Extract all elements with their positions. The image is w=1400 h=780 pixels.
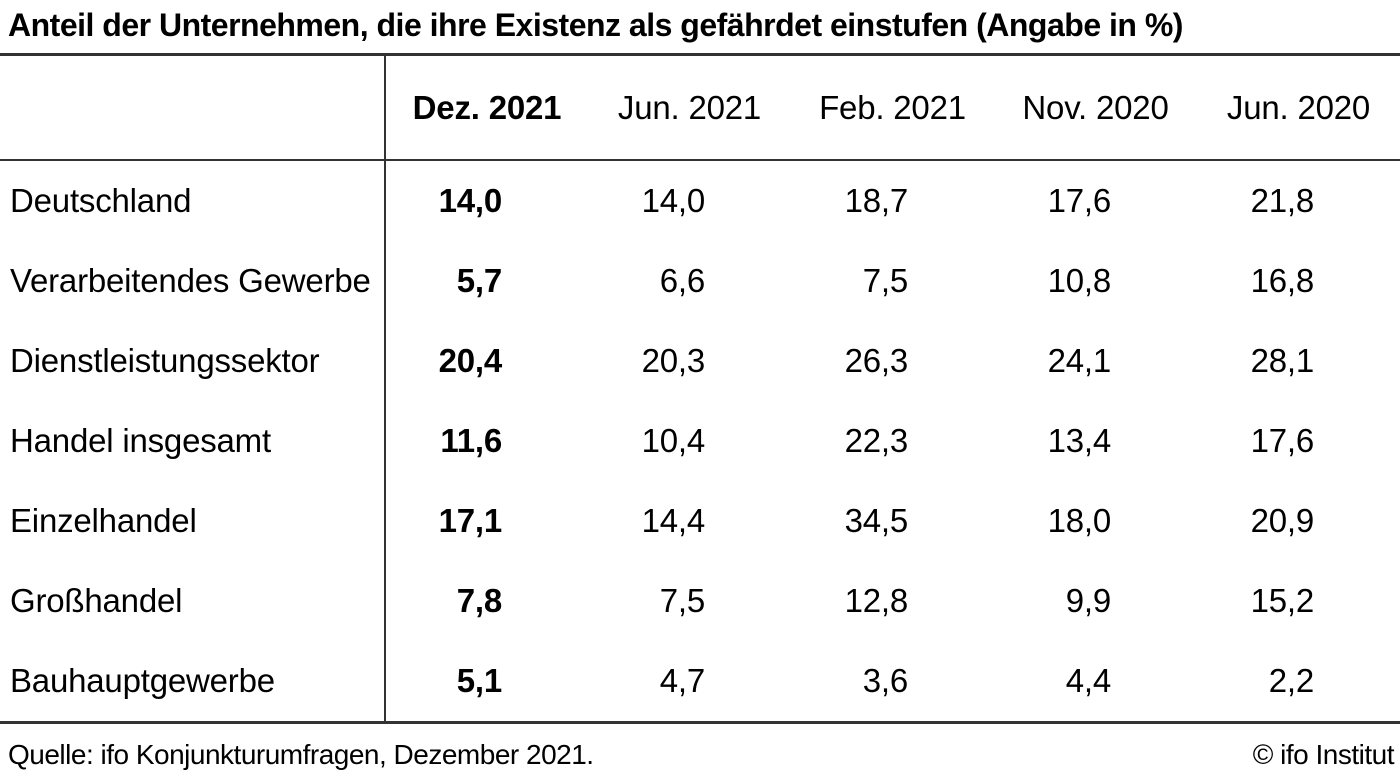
- value-cell: 20,4: [438, 342, 503, 379]
- value-cell: 18,7: [844, 182, 909, 219]
- column-header-feb-2021: Feb. 2021: [791, 56, 994, 161]
- row-label: Großhandel: [0, 561, 386, 641]
- value-cell: 14,4: [641, 502, 706, 539]
- value-cell: 15,2: [1250, 582, 1315, 619]
- value-cell: 3,6: [791, 641, 994, 724]
- value-cell: 17,6: [1250, 422, 1315, 459]
- table-row: Handel insgesamt 11,6 10,4 22,3 13,4 17,…: [0, 401, 1400, 481]
- table-row: Verarbeitendes Gewerbe 5,7 6,6 7,5 10,8 …: [0, 241, 1400, 321]
- value-cell: 7,5: [659, 582, 705, 619]
- row-label: Deutschland: [0, 160, 386, 241]
- value-cell: 6,6: [659, 262, 705, 299]
- table-body: Deutschland 14,0 14,0 18,7 17,6 21,8 Ver…: [0, 160, 1400, 724]
- value-cell: 16,8: [1250, 262, 1315, 299]
- value-cell: 28,1: [1250, 342, 1315, 379]
- value-cell: 17,1: [438, 502, 503, 539]
- value-cell: 18,0: [1047, 502, 1112, 539]
- value-cell: 5,7: [456, 262, 502, 299]
- column-header-dez-2021: Dez. 2021: [385, 56, 588, 161]
- table-header: Dez. 2021 Jun. 2021 Feb. 2021 Nov. 2020 …: [0, 56, 1400, 161]
- corner-cell: [0, 56, 386, 161]
- value-cell: 24,1: [1047, 342, 1112, 379]
- value-cell: 12,8: [844, 582, 909, 619]
- value-cell: 4,4: [994, 641, 1197, 724]
- table-row: Einzelhandel 17,1 14,4 34,5 18,0 20,9: [0, 481, 1400, 561]
- row-label: Verarbeitendes Gewerbe: [0, 241, 386, 321]
- value-cell: 10,4: [641, 422, 706, 459]
- value-cell: 5,1: [385, 641, 588, 724]
- value-cell: 13,4: [1047, 422, 1112, 459]
- page-title: Anteil der Unternehmen, die ihre Existen…: [0, 0, 1400, 56]
- header-row: Dez. 2021 Jun. 2021 Feb. 2021 Nov. 2020 …: [0, 56, 1400, 161]
- value-cell: 9,9: [1065, 582, 1111, 619]
- column-header-nov-2020: Nov. 2020: [994, 56, 1197, 161]
- table-row: Dienstleistungssektor 20,4 20,3 26,3 24,…: [0, 321, 1400, 401]
- value-cell: 7,8: [456, 582, 502, 619]
- value-cell: 34,5: [844, 502, 909, 539]
- column-header-jun-2020: Jun. 2020: [1197, 56, 1400, 161]
- table-row: Bauhauptgewerbe 5,1 4,7 3,6 4,4 2,2: [0, 641, 1400, 724]
- value-cell: 20,3: [641, 342, 706, 379]
- value-cell: 26,3: [844, 342, 909, 379]
- value-cell: 21,8: [1250, 182, 1315, 219]
- table-row: Deutschland 14,0 14,0 18,7 17,6 21,8: [0, 160, 1400, 241]
- row-label: Einzelhandel: [0, 481, 386, 561]
- source-note: Quelle: ifo Konjunkturumfragen, Dezember…: [8, 739, 594, 770]
- value-cell: 4,7: [588, 641, 791, 724]
- row-label: Dienstleistungssektor: [0, 321, 386, 401]
- value-cell: 14,0: [438, 182, 503, 219]
- value-cell: 10,8: [1047, 262, 1112, 299]
- copyright-note: © ifo Institut: [1252, 739, 1395, 770]
- column-header-jun-2021: Jun. 2021: [588, 56, 791, 161]
- row-label: Handel insgesamt: [0, 401, 386, 481]
- value-cell: 22,3: [844, 422, 909, 459]
- footer: Quelle: ifo Konjunkturumfragen, Dezember…: [0, 724, 1400, 771]
- value-cell: 2,2: [1197, 641, 1400, 724]
- row-label: Bauhauptgewerbe: [0, 641, 386, 724]
- table-row: Großhandel 7,8 7,5 12,8 9,9 15,2: [0, 561, 1400, 641]
- value-cell: 14,0: [641, 182, 706, 219]
- value-cell: 11,6: [440, 422, 502, 459]
- value-cell: 7,5: [862, 262, 908, 299]
- value-cell: 20,9: [1250, 502, 1315, 539]
- data-table: Dez. 2021 Jun. 2021 Feb. 2021 Nov. 2020 …: [0, 56, 1400, 724]
- value-cell: 17,6: [1047, 182, 1112, 219]
